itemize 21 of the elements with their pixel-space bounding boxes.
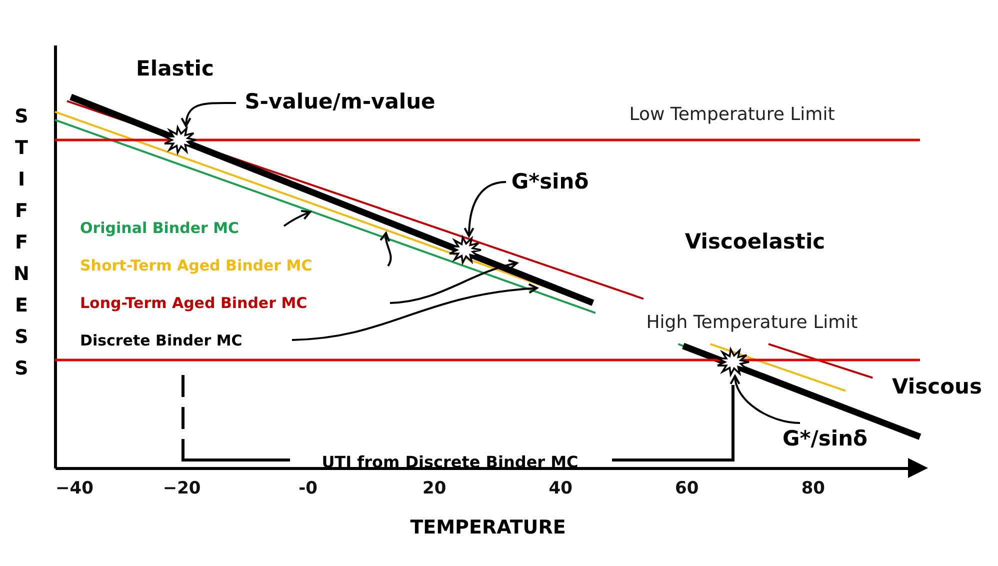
x-tick-label: 80 — [801, 478, 826, 498]
annotation: Viscoelastic — [684, 230, 826, 254]
ref-line-label: Low Temperature Limit — [629, 104, 835, 125]
x-tick-label: −40 — [56, 478, 94, 498]
text: Long-Term Aged Binder MC — [80, 294, 308, 312]
x-tick-label: -0 — [298, 478, 318, 498]
annotation: S-value/m-value — [244, 90, 436, 114]
text: Discrete Binder MC — [80, 332, 242, 350]
x-tick-label: −20 — [162, 478, 201, 498]
x-tick-label: 40 — [548, 478, 573, 498]
x-tick-label: 60 — [675, 478, 699, 498]
ref-line-label: High Temperature Limit — [646, 312, 858, 334]
text: Elastic — [136, 56, 214, 81]
annotation: G*sinδ — [511, 170, 589, 194]
annotation: G*/sinδ — [782, 426, 868, 451]
annotation: Viscous — [892, 374, 982, 399]
x-tick-label: 20 — [422, 478, 446, 498]
text: Short-Term Aged Binder MC — [80, 256, 312, 274]
text: Original Binder MC — [80, 219, 240, 237]
x-axis-title: TEMPERATURE — [410, 516, 566, 538]
text: STIFFNESS — [14, 106, 30, 380]
